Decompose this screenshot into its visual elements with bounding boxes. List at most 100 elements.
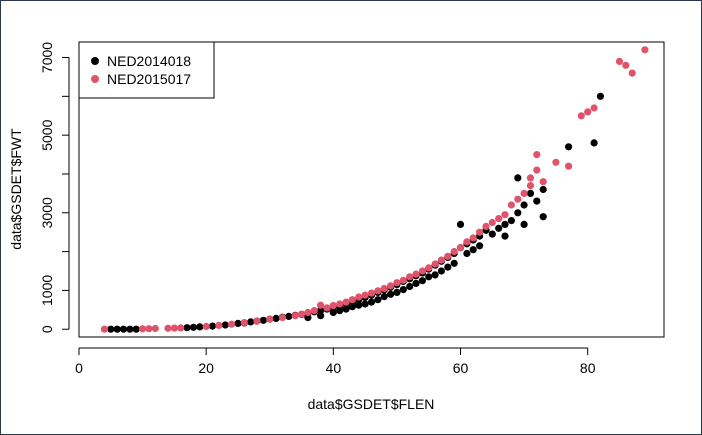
data-point bbox=[367, 289, 376, 297]
data-point bbox=[463, 249, 471, 258]
x-tick-label: 40 bbox=[326, 360, 342, 376]
legend-box bbox=[78, 41, 215, 99]
data-point bbox=[469, 246, 477, 254]
data-point bbox=[533, 197, 541, 205]
data-point bbox=[177, 324, 185, 332]
data-point bbox=[520, 201, 528, 209]
data-point bbox=[387, 290, 395, 298]
data-point bbox=[348, 296, 356, 304]
points-layer bbox=[100, 46, 649, 333]
data-point bbox=[317, 312, 325, 320]
data-point bbox=[628, 69, 636, 77]
data-point bbox=[565, 143, 573, 151]
y-axis-title: data$GSDET$FWT bbox=[8, 128, 24, 250]
data-point bbox=[361, 300, 369, 308]
data-point bbox=[374, 287, 382, 295]
data-point bbox=[412, 270, 420, 278]
y-tick-label: 3000 bbox=[39, 197, 55, 228]
data-point bbox=[501, 220, 509, 228]
data-point bbox=[501, 211, 509, 219]
data-point bbox=[463, 238, 471, 246]
data-point bbox=[514, 174, 522, 182]
data-point bbox=[539, 213, 547, 221]
data-point bbox=[393, 288, 401, 296]
data-point bbox=[100, 325, 108, 333]
data-point bbox=[418, 277, 426, 285]
data-point bbox=[196, 323, 204, 331]
data-point bbox=[253, 317, 261, 325]
data-point bbox=[450, 248, 458, 256]
data-point bbox=[590, 139, 598, 147]
data-point bbox=[126, 325, 134, 333]
data-point bbox=[526, 182, 535, 190]
data-point bbox=[355, 293, 363, 301]
y-tick-label: 7000 bbox=[39, 42, 55, 73]
data-point bbox=[298, 310, 306, 318]
data-point bbox=[425, 264, 433, 272]
y-axis: 0 1000 3000 5000 7000 bbox=[39, 42, 70, 333]
data-point bbox=[495, 224, 503, 232]
data-point bbox=[425, 273, 433, 281]
data-point bbox=[482, 222, 490, 230]
data-point bbox=[393, 279, 401, 287]
legend-label-series-1: NED2014018 bbox=[107, 53, 191, 69]
data-point bbox=[590, 104, 598, 112]
data-point bbox=[520, 220, 528, 228]
data-point bbox=[234, 319, 242, 327]
data-point bbox=[437, 267, 445, 275]
x-axis: 0 20 40 60 80 bbox=[75, 347, 596, 376]
data-point bbox=[539, 185, 547, 194]
data-point bbox=[310, 307, 318, 315]
x-tick-label: 60 bbox=[453, 360, 469, 376]
data-point bbox=[278, 314, 287, 322]
data-point bbox=[456, 244, 465, 252]
data-point bbox=[431, 271, 439, 279]
data-point bbox=[139, 325, 147, 333]
data-point bbox=[526, 174, 535, 182]
data-point bbox=[495, 215, 503, 223]
data-point bbox=[507, 217, 515, 225]
data-point bbox=[189, 323, 198, 331]
data-point bbox=[247, 318, 255, 326]
data-point bbox=[113, 325, 121, 333]
data-point bbox=[577, 112, 585, 120]
data-point bbox=[387, 282, 395, 290]
data-point bbox=[431, 260, 439, 268]
data-point bbox=[285, 312, 293, 320]
data-point bbox=[615, 57, 624, 65]
data-point bbox=[533, 166, 541, 174]
data-point bbox=[444, 252, 452, 260]
y-tick-label: 0 bbox=[39, 325, 55, 333]
data-point bbox=[164, 324, 172, 332]
y-tick-label: 1000 bbox=[39, 275, 55, 306]
legend-marker-series-1 bbox=[91, 57, 99, 65]
data-point bbox=[552, 158, 560, 166]
data-point bbox=[228, 320, 236, 328]
data-point bbox=[119, 325, 128, 333]
data-point bbox=[469, 234, 477, 242]
data-point bbox=[183, 324, 191, 332]
data-point bbox=[240, 319, 248, 327]
data-point bbox=[259, 316, 267, 324]
data-point bbox=[202, 322, 210, 331]
data-point bbox=[507, 201, 515, 209]
data-point bbox=[266, 315, 274, 323]
data-point bbox=[336, 307, 344, 315]
data-point bbox=[450, 259, 458, 267]
data-point bbox=[456, 220, 465, 228]
data-point bbox=[565, 162, 573, 170]
data-point bbox=[329, 308, 337, 317]
data-point bbox=[170, 324, 178, 332]
data-point bbox=[329, 302, 337, 310]
data-point bbox=[317, 307, 325, 315]
data-point bbox=[336, 300, 344, 308]
data-point bbox=[596, 92, 605, 100]
data-point bbox=[348, 303, 356, 311]
data-point bbox=[317, 301, 325, 309]
data-point bbox=[444, 263, 452, 271]
data-point bbox=[399, 286, 407, 294]
data-point bbox=[514, 195, 522, 203]
x-tick-label: 20 bbox=[198, 360, 214, 376]
data-point bbox=[361, 291, 369, 299]
data-point bbox=[380, 293, 388, 301]
